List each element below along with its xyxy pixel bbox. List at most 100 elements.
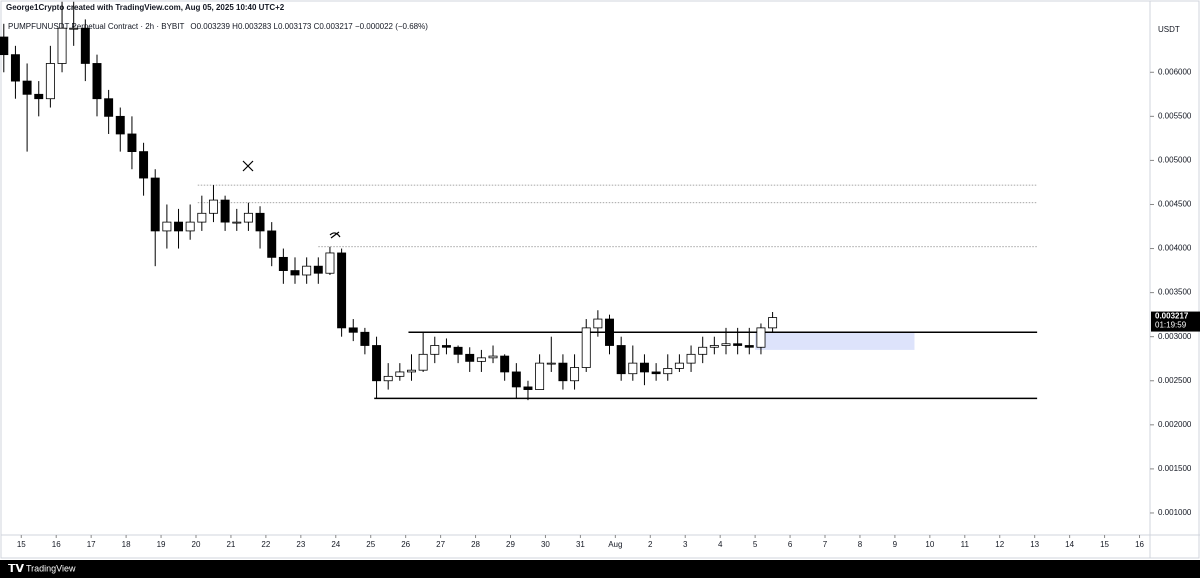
x-tick-label: 15 [1100, 540, 1109, 549]
candle-body [395, 371, 405, 377]
candle-body [150, 177, 160, 232]
y-tick-label: 0.004500 [1158, 200, 1192, 209]
x-tick-label: 22 [261, 540, 270, 549]
candle-body [220, 199, 230, 223]
candle-body [80, 27, 90, 64]
y-tick-label: 0.005000 [1158, 156, 1192, 165]
candle-body [756, 327, 766, 348]
x-tick-label: 7 [823, 540, 828, 549]
candle-body [407, 369, 416, 373]
candle-body [698, 346, 708, 355]
candle-body [709, 345, 719, 348]
candle-body [721, 343, 731, 346]
x-tick-label: 28 [471, 540, 480, 549]
candle-body [243, 212, 253, 223]
candle-body [290, 270, 300, 276]
candle-body [476, 357, 486, 362]
candle-body [663, 368, 673, 375]
candle-body [511, 371, 521, 388]
candle-body [605, 318, 614, 346]
candle-body [570, 367, 580, 382]
x-tick-label: 21 [226, 540, 235, 549]
candle-body [0, 36, 9, 56]
candle-body [197, 212, 207, 223]
x-tick-label: 12 [995, 540, 1004, 549]
candle-body [162, 221, 172, 232]
candle-body [127, 133, 137, 152]
x-tick-label: 13 [1030, 540, 1039, 549]
x-tick-label: 16 [52, 540, 61, 549]
candle-body [744, 345, 754, 348]
candle-body [115, 115, 125, 135]
brand: TradingView [26, 563, 76, 573]
y-tick-label: 0.006000 [1158, 67, 1192, 76]
logo: 𝗧𝗩 [8, 563, 25, 575]
ohlc-legend: O0.003239 H0.003283 L0.003173 C0.003217 … [190, 22, 428, 31]
y-tick-label: 0.003500 [1158, 288, 1192, 297]
candle-body [313, 265, 323, 274]
candle-body [174, 221, 183, 232]
candle-body [372, 345, 382, 382]
candle-body [139, 151, 149, 179]
candle-body [500, 355, 510, 373]
candle-body [465, 353, 475, 362]
candle-body [651, 371, 661, 375]
x-tick-label: 27 [436, 540, 445, 549]
x-tick-label: 10 [925, 540, 934, 549]
candle-body [10, 54, 20, 82]
candle-body [45, 63, 55, 100]
x-tick-label: 6 [788, 540, 793, 549]
price-tag-label: 0.003217 [1155, 312, 1189, 321]
x-tick-label: 18 [122, 540, 131, 549]
y-tick-label: 0.004000 [1158, 244, 1192, 253]
candle-body [267, 230, 277, 258]
candle-body [383, 375, 393, 382]
x-tick-label: 30 [541, 540, 550, 549]
zone [755, 332, 915, 350]
candle-body [616, 345, 626, 375]
x-tick-label: 23 [296, 540, 305, 549]
candle-body [185, 221, 195, 232]
candle-body [337, 252, 347, 329]
x-tick-label: 24 [331, 540, 340, 549]
candle-body [430, 345, 440, 355]
x-tick-label: 3 [683, 540, 688, 549]
candle-body [34, 93, 44, 100]
frame [0, 0, 1200, 559]
x-tick-label: 31 [576, 540, 585, 549]
candle-body [674, 362, 684, 369]
credit: George1Crypto created with TradingView.c… [6, 3, 285, 12]
footer-bar [0, 560, 1200, 578]
x-tick-label: 20 [192, 540, 201, 549]
candle-body [208, 199, 218, 214]
candle-body [488, 355, 498, 359]
countdown: 01:19:59 [1155, 321, 1187, 330]
unit-label: USDT [1158, 25, 1180, 34]
candle-body [581, 327, 591, 368]
candle-body [535, 362, 545, 390]
x-tick-label: 29 [506, 540, 515, 549]
candle-body [278, 256, 288, 271]
candle-body [302, 265, 312, 276]
y-tick-label: 0.005500 [1158, 111, 1192, 120]
x-tick-label: 4 [718, 540, 723, 549]
x-tick-label: 8 [858, 540, 863, 549]
candle-body [453, 346, 463, 355]
candle-body [593, 318, 603, 329]
candle-body [348, 327, 358, 333]
candle-body [686, 353, 696, 364]
x-tick-label: 19 [157, 540, 166, 549]
x-tick-label: 16 [1135, 540, 1144, 549]
y-tick-label: 0.003000 [1158, 332, 1192, 341]
x-tick-label: 9 [893, 540, 898, 549]
candle-body [733, 343, 743, 346]
candle-body [69, 27, 79, 30]
price-tag [1151, 311, 1200, 332]
candle-body [768, 317, 778, 329]
x-tick-label: 2 [648, 540, 653, 549]
candle-body [523, 386, 533, 390]
x-tick-label: 14 [1065, 540, 1074, 549]
